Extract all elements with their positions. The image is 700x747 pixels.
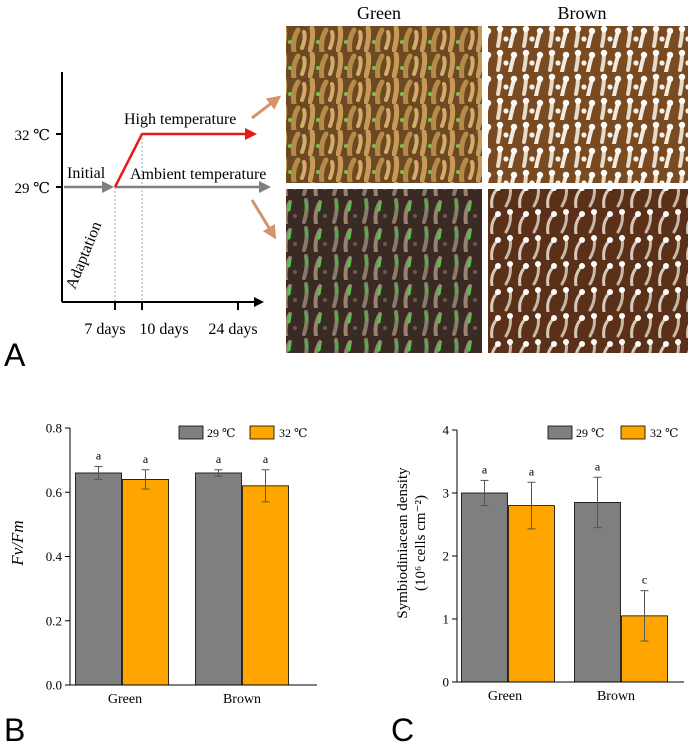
arrow-to-bottom-photos: [250, 199, 277, 240]
bar-brown-32c: [242, 485, 289, 686]
bar-green-29c: [75, 472, 122, 686]
significance-letter: a: [96, 449, 102, 463]
chart-b-cat-brown: Brown: [223, 692, 261, 707]
significance-letter: a: [143, 452, 149, 466]
chart-c-ytick-label: 0: [443, 675, 450, 690]
temp-high-label: 32 ℃: [14, 128, 50, 144]
legend-b-label-29: 29 ℃: [207, 426, 235, 440]
chart-b-ytick-label: 0.2: [46, 613, 62, 628]
arrow-to-top-photos: [251, 95, 282, 120]
chart-b-ytick-label: 0.8: [46, 421, 62, 436]
bar-brown-29c: [195, 472, 242, 686]
legend-c-label-32: 32 ℃: [650, 426, 678, 440]
significance-letter: c: [642, 573, 647, 587]
high-temp-ramp: [113, 128, 257, 188]
chart-c-ytick-label: 2: [443, 549, 450, 564]
chart-c-cat-brown: Brown: [597, 689, 635, 704]
chart-c-ylabel-units: (10⁶ cells cm⁻²): [413, 495, 429, 591]
chart-c-ytick-label: 4: [443, 423, 450, 438]
significance-letter: a: [482, 462, 488, 476]
legend-b-swatch-29: [178, 425, 204, 440]
legend-b-swatch-32: [249, 425, 275, 440]
label-ambient-temperature: Ambient temperature: [130, 166, 266, 183]
photo-col-green-label: Green: [357, 3, 401, 23]
bar-green-32c: [508, 505, 555, 683]
label-initial: Initial: [67, 165, 106, 182]
panel-letter-c: C: [391, 712, 414, 747]
chart-b-ylabel: Fv/Fm: [8, 520, 27, 566]
chart-c-ytick-label: 1: [443, 612, 450, 627]
chart-c-ylabel: Symbiodiniacean density: [395, 467, 411, 619]
photo-col-brown-label: Brown: [558, 3, 607, 23]
temp-ambient-label: 29 ℃: [14, 181, 50, 197]
panel-letter-b: B: [4, 712, 25, 747]
chart-b-ytick-label: 0.4: [46, 549, 63, 564]
xtick-label-10: 10 days: [139, 321, 188, 338]
chart-b-ytick-label: 0.0: [46, 678, 62, 693]
xtick-label-7: 7 days: [84, 321, 125, 338]
chart-fv-fm: Fv/Fm 29 ℃ 32 ℃ a a a a 0.0 0.2 0.4 0.6 0.8 Gre…: [8, 421, 317, 707]
label-high-temperature: High temperature: [124, 111, 236, 128]
legend-c-swatch-29: [547, 425, 573, 440]
panel-letter-a: A: [4, 337, 26, 373]
significance-letter: a: [529, 464, 535, 478]
bar-green-32c: [122, 478, 169, 686]
chart-c-cat-green: Green: [488, 689, 522, 704]
significance-letter: a: [595, 459, 601, 473]
significance-letter: a: [216, 452, 222, 466]
significance-letter: a: [263, 452, 269, 466]
legend-b-label-32: 32 ℃: [279, 426, 307, 440]
legend-c-swatch-32: [620, 425, 646, 440]
chart-b-ytick-label: 0.6: [46, 485, 63, 500]
chart-b-cat-green: Green: [108, 692, 142, 707]
coral-photo-grid: Green Brown: [286, 3, 688, 353]
timeline-diagram: 32 ℃ 29 ℃ Initial High temperature Ambie…: [14, 72, 282, 338]
bar-green-29c: [461, 492, 508, 683]
photo-brown-ambient: [488, 26, 688, 183]
chart-c-ytick-label: 3: [443, 486, 450, 501]
chart-symbiont-density: Symbiodiniacean density (10⁶ cells cm⁻²)…: [395, 423, 684, 704]
label-adaptation: Adaptation: [63, 219, 105, 291]
photo-brown-high: [488, 189, 688, 353]
photo-green-high: [286, 189, 482, 353]
bar-brown-29c: [574, 502, 621, 683]
legend-c-label-29: 29 ℃: [576, 426, 604, 440]
photo-green-ambient: [286, 26, 482, 183]
xtick-label-24: 24 days: [208, 321, 257, 338]
